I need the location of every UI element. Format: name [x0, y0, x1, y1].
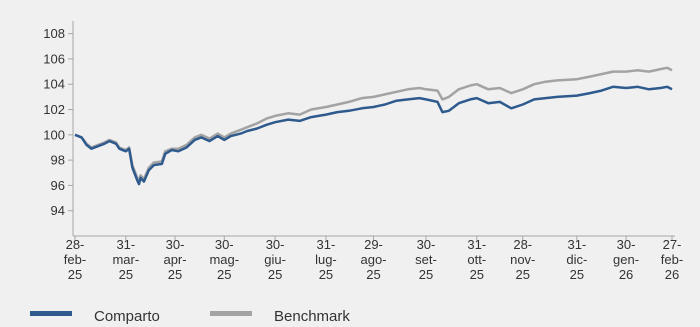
x-tick-label-line: 28-: [513, 237, 532, 252]
x-tick-label-line: 29-: [364, 237, 383, 252]
x-tick-label-line: 25: [168, 267, 182, 282]
x-tick-label: 31-ott-25: [467, 237, 486, 282]
x-tick-label-line: set-: [415, 252, 437, 267]
x-tick-label: 30-mag-25: [209, 237, 239, 282]
x-tick-label-line: lug-: [315, 252, 337, 267]
legend-swatch-benchmark: [210, 311, 252, 316]
x-tick-label-line: mag-: [209, 252, 239, 267]
legend: Comparto Benchmark: [30, 308, 350, 325]
x-tick-label-line: ago-: [360, 252, 386, 267]
series-line-comparto: [74, 85, 673, 186]
x-tick-label-line: feb-: [661, 252, 683, 267]
x-tick-label-line: 31-: [467, 237, 486, 252]
x-tick-label-line: 31-: [116, 237, 135, 252]
x-tick-label-line: 30-: [617, 237, 636, 252]
x-tick-label-line: 30-: [417, 237, 436, 252]
y-tick-label: 96: [51, 178, 65, 193]
x-tick-label-line: 30-: [266, 237, 285, 252]
x-tick-label: 28-feb-25: [64, 237, 86, 282]
legend-swatch-comparto: [30, 311, 72, 316]
y-tick-label: 104: [43, 77, 65, 92]
x-tick-label: 28-nov-25: [510, 237, 535, 282]
x-tick-label-line: 26: [665, 267, 679, 282]
y-tick-label: 108: [43, 26, 65, 41]
x-tick-label: 30-set-25: [415, 237, 437, 282]
x-tick-label-line: 31-: [567, 237, 586, 252]
x-axis: 28-feb-2531-mar-2530-apr-2530-mag-2530-g…: [64, 235, 683, 282]
x-tick-label-line: 28-: [66, 237, 85, 252]
x-tick-label: 30-apr-25: [163, 237, 186, 282]
x-tick-label-line: 25: [470, 267, 484, 282]
x-tick-label-line: nov-: [510, 252, 535, 267]
x-tick-label-line: giu-: [264, 252, 286, 267]
x-tick-label: 29-ago-25: [360, 237, 386, 282]
x-tick-label: 30-giu-25: [264, 237, 286, 282]
y-tick-label: 102: [43, 102, 65, 117]
x-tick-label: 31-lug-25: [315, 237, 337, 282]
y-tick-label: 100: [43, 127, 65, 142]
x-tick-label-line: 31-: [317, 237, 336, 252]
x-tick-label-line: feb-: [64, 252, 86, 267]
x-tick-label-line: 25: [419, 267, 433, 282]
x-tick-label-line: 26: [619, 267, 633, 282]
x-tick-label-line: 25: [516, 267, 530, 282]
x-tick-label: 27-feb-26: [661, 237, 683, 282]
x-tick-label-line: apr-: [163, 252, 186, 267]
x-tick-label-line: 25: [217, 267, 231, 282]
x-tick-label-line: 27-: [663, 237, 682, 252]
y-tick-label: 98: [51, 153, 65, 168]
x-tick-label-line: gen-: [613, 252, 639, 267]
x-tick-label: 31-dic-25: [566, 237, 587, 282]
legend-label-comparto: Comparto: [94, 308, 160, 325]
x-tick-label: 31-mar-25: [112, 237, 139, 282]
x-tick-label-line: 25: [268, 267, 282, 282]
x-tick-label-line: 25: [68, 267, 82, 282]
x-tick-label-line: mar-: [112, 252, 139, 267]
y-tick-label: 94: [51, 203, 65, 218]
series-layer: [74, 66, 673, 186]
y-axis: 94 96 98 100 102 104 106 108: [43, 21, 74, 236]
x-tick-label-line: 25: [366, 267, 380, 282]
x-tick-label-line: 25: [570, 267, 584, 282]
x-tick-label-line: ott-: [467, 252, 486, 267]
y-tick-label: 106: [43, 51, 65, 66]
legend-label-benchmark: Benchmark: [274, 308, 350, 325]
x-tick-label-line: 25: [319, 267, 333, 282]
x-tick-label-line: 30-: [166, 237, 185, 252]
x-tick-label-line: dic-: [566, 252, 587, 267]
x-tick-label: 30-gen-26: [613, 237, 639, 282]
x-tick-label-line: 25: [119, 267, 133, 282]
x-tick-label-line: 30-: [215, 237, 234, 252]
